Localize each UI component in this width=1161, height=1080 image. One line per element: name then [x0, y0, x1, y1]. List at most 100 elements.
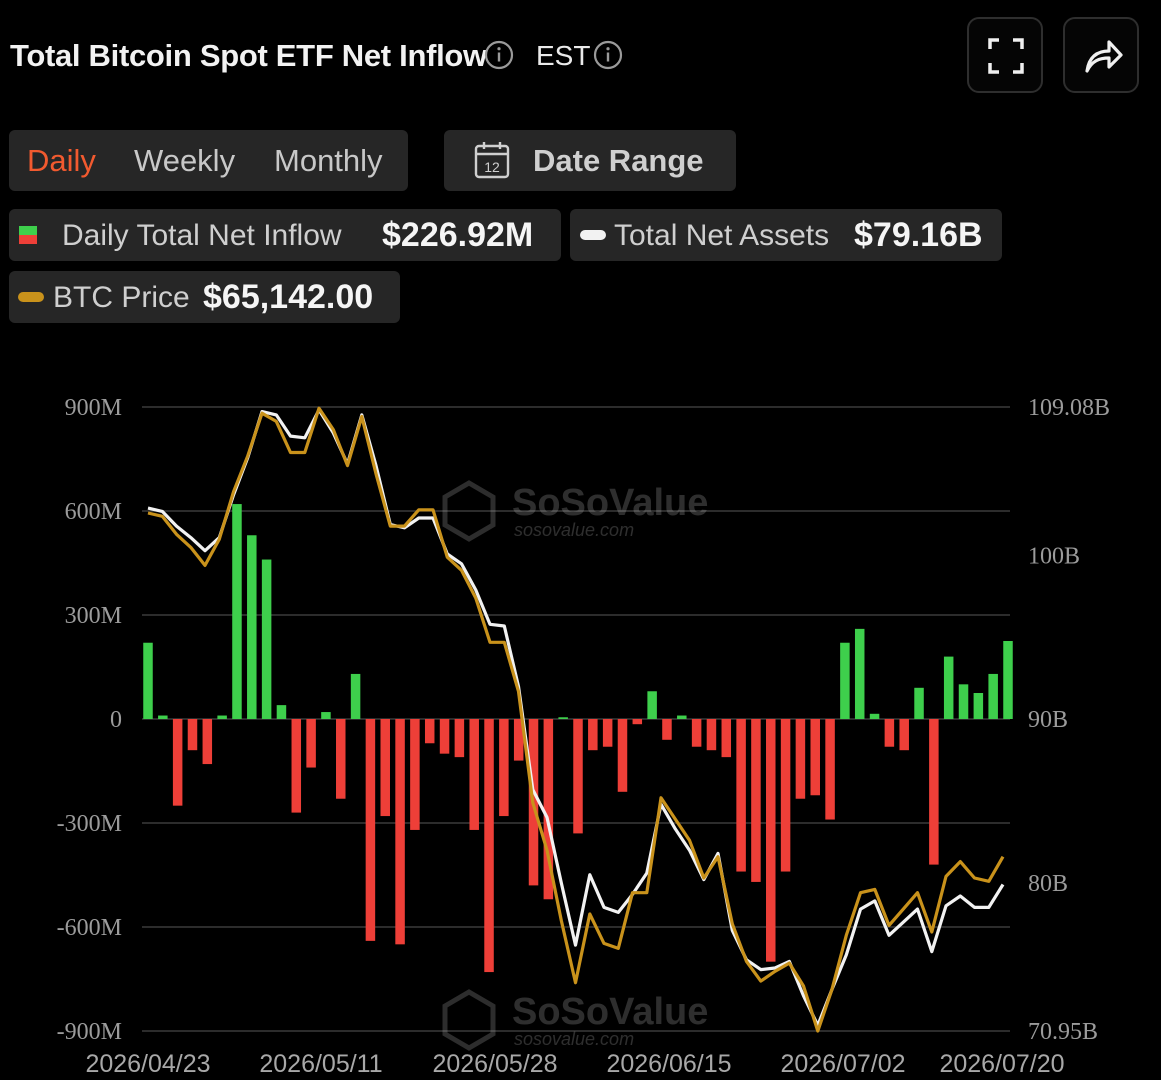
- watermark-site: sosovalue.com: [514, 1029, 634, 1049]
- legend-price-value: $65,142.00: [203, 278, 374, 316]
- legend-assets-value: $79.16B: [854, 216, 983, 254]
- timezone-label: EST: [536, 40, 591, 71]
- inflow-bar: [943, 656, 954, 719]
- y-left-tick-label: 900M: [65, 395, 122, 421]
- legend-assets[interactable]: Total Net Assets $79.16B: [570, 209, 1002, 261]
- x-tick-label: 2026/04/23: [85, 1050, 210, 1078]
- y-left-tick-label: -900M: [57, 1019, 122, 1045]
- inflow-bar: [854, 628, 865, 719]
- inflow-bar: [276, 705, 287, 719]
- inflow-bar: [454, 719, 465, 758]
- inflow-bar: [617, 719, 628, 792]
- green-red-swatch-icon: [19, 226, 37, 244]
- x-tick-label: 2026/07/02: [780, 1050, 905, 1078]
- legend-inflow-name: Daily Total Net Inflow: [62, 219, 342, 252]
- svg-text:12: 12: [484, 159, 500, 175]
- y-right-tick-label: 80B: [1028, 871, 1068, 897]
- inflow-bar: [780, 719, 791, 872]
- date-range-button[interactable]: 12 Date Range: [444, 130, 736, 191]
- inflow-bar: [662, 719, 672, 740]
- inflow-bar: [158, 715, 168, 719]
- x-tick-label: 2026/07/20: [939, 1050, 1064, 1078]
- legend-inflow-value: $226.92M: [382, 216, 534, 254]
- white-line-swatch-icon: [580, 230, 606, 240]
- inflow-bar: [365, 719, 376, 941]
- y-right-tick-label: 109.08B: [1028, 395, 1110, 421]
- inflow-bar: [143, 642, 153, 719]
- inflow-bar: [869, 713, 880, 719]
- inflow-bar: [469, 719, 479, 830]
- inflow-bar: [929, 719, 939, 865]
- tab-weekly[interactable]: Weekly: [134, 143, 236, 178]
- inflow-bar: [573, 719, 583, 834]
- inflow-bar: [217, 715, 227, 719]
- y-left-tick-label: 0: [110, 707, 122, 733]
- legend-price[interactable]: BTC Price $65,142.00: [9, 271, 400, 323]
- inflow-bar: [721, 719, 732, 758]
- watermark-site: sosovalue.com: [514, 520, 634, 540]
- inflow-bar: [840, 642, 850, 719]
- inflow-bar: [825, 719, 835, 820]
- legend-inflow[interactable]: Daily Total Net Inflow $226.92M: [9, 209, 561, 261]
- inflow-bar: [395, 719, 405, 945]
- inflow-bar: [439, 719, 450, 754]
- x-tick-label: 2026/05/11: [259, 1050, 382, 1078]
- fullscreen-icon: [988, 38, 1024, 74]
- inflow-bar: [795, 719, 806, 799]
- inflow-bar: [958, 684, 969, 719]
- y-right-tick-label: 100B: [1028, 544, 1080, 570]
- inflow-bar: [380, 719, 390, 817]
- y-left-tick-label: 300M: [65, 603, 122, 629]
- calendar-icon: 12: [474, 142, 510, 179]
- share-icon: [1085, 40, 1123, 73]
- watermark-logo-icon: [442, 480, 496, 542]
- chart-header: Total Bitcoin Spot ETF Net Inflow EST: [10, 17, 1161, 93]
- total-net-assets-line: [147, 408, 1005, 1027]
- x-tick-label: 2026/05/28: [432, 1050, 557, 1078]
- date-range-label: Date Range: [533, 143, 704, 178]
- info-icon[interactable]: [484, 40, 514, 70]
- inflow-bar: [513, 719, 524, 761]
- tab-daily[interactable]: Daily: [27, 143, 96, 178]
- inflow-bar: [647, 691, 657, 719]
- inflow-bar: [736, 719, 746, 872]
- legend-assets-name: Total Net Assets: [614, 219, 830, 252]
- btc-price-line: [147, 406, 1005, 1033]
- tab-monthly[interactable]: Monthly: [274, 143, 383, 178]
- inflow-bar: [484, 719, 494, 973]
- inflow-bar: [410, 719, 420, 830]
- inflow-bar: [899, 719, 909, 751]
- page-title: Total Bitcoin Spot ETF Net Inflow: [10, 38, 487, 73]
- watermark-logo-icon: [442, 989, 496, 1051]
- y-left-tick-label: 600M: [65, 499, 122, 525]
- inflow-bar: [558, 717, 568, 719]
- inflow-bar: [261, 559, 272, 719]
- inflow-bar: [691, 719, 702, 747]
- inflow-bar: [291, 719, 302, 813]
- inflow-bar: [632, 719, 643, 725]
- info-icon[interactable]: [593, 40, 623, 70]
- inflow-bar: [306, 719, 316, 768]
- inflow-bar: [914, 687, 924, 719]
- share-button[interactable]: [1063, 17, 1139, 93]
- inflow-bar: [588, 719, 598, 751]
- legend-price-name: BTC Price: [53, 281, 190, 314]
- fullscreen-button[interactable]: [967, 17, 1043, 93]
- inflow-bar: [350, 673, 361, 719]
- watermark-brand: SoSoValue: [512, 482, 708, 524]
- inflow-bar: [321, 712, 331, 719]
- y-left-tick-label: -300M: [57, 811, 122, 837]
- inflow-bar: [424, 719, 435, 744]
- inflow-bar: [706, 719, 717, 751]
- inflow-bar: [232, 504, 242, 719]
- inflow-bar: [973, 693, 984, 719]
- inflow-bar: [202, 719, 213, 765]
- x-tick-label: 2026/06/15: [606, 1050, 731, 1078]
- inflow-bar: [1003, 641, 1013, 719]
- inflow-bar: [766, 719, 776, 962]
- inflow-bar: [988, 673, 998, 719]
- inflow-bar: [499, 719, 509, 817]
- watermark-brand: SoSoValue: [512, 991, 708, 1033]
- y-left-tick-label: -600M: [57, 915, 122, 941]
